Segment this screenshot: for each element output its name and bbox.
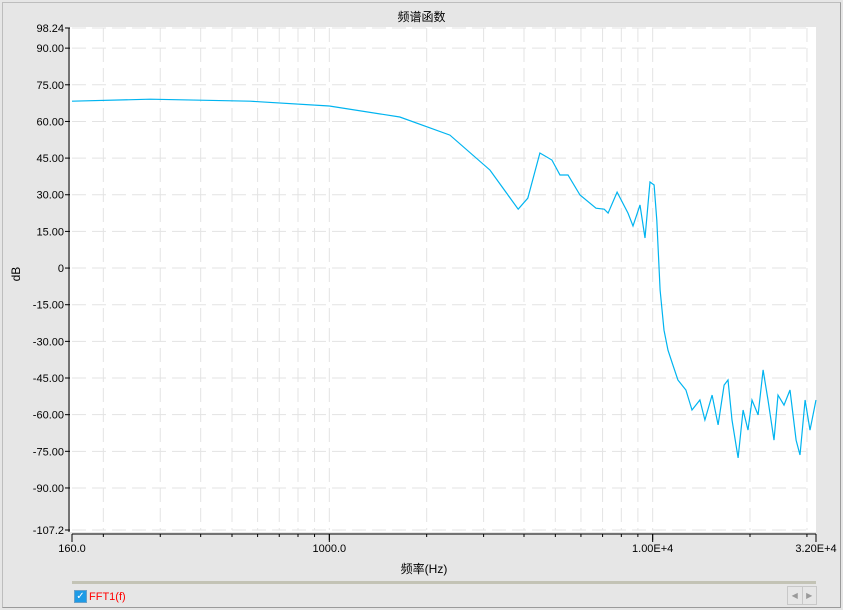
scroll-left-icon[interactable]: ◀ (788, 587, 803, 604)
legend-separator (72, 581, 816, 584)
y-tick-label: 98.24 (36, 23, 64, 35)
y-tick-label: -90.00 (33, 483, 64, 495)
y-tick-label: -75.00 (33, 446, 64, 458)
x-tick-label: 160.0 (58, 543, 86, 555)
x-tick-label: 1.00E+4 (632, 543, 673, 555)
y-tick-label: 45.00 (36, 153, 64, 165)
chart-title: 频谱函数 (397, 10, 446, 24)
y-tick-label: 75.00 (36, 80, 64, 92)
legend-item-fft1[interactable]: ✓ FFT1(f) (74, 590, 126, 603)
y-tick-label: 60.00 (36, 116, 64, 128)
series-line-fft1 (71, 98, 817, 458)
y-tick-label: 30.00 (36, 190, 64, 202)
scroll-right-icon[interactable]: ▶ (806, 591, 813, 600)
y-tick-label: -45.00 (33, 373, 64, 385)
y-tick-label: -60.00 (33, 410, 64, 422)
y-axis-label: dB (9, 267, 23, 282)
y-tick-label: -15.00 (33, 300, 64, 312)
x-tick-label: 3.20E+4 (795, 543, 836, 555)
y-tick-label: -30.00 (33, 336, 64, 348)
x-tick-label: 1000.0 (313, 543, 347, 555)
y-tick-label: 90.00 (36, 43, 64, 55)
plot-background (70, 27, 816, 532)
legend-checkbox[interactable]: ✓ (74, 590, 87, 603)
y-tick-label: 0 (58, 263, 64, 275)
y-tick-label: 15.00 (36, 226, 64, 238)
legend-scroller[interactable]: ◀ ▶ (787, 586, 817, 605)
legend-label: FFT1(f) (89, 590, 126, 603)
y-tick-label: -107.2 (33, 525, 64, 537)
x-axis-label: 频率(Hz) (401, 561, 448, 576)
